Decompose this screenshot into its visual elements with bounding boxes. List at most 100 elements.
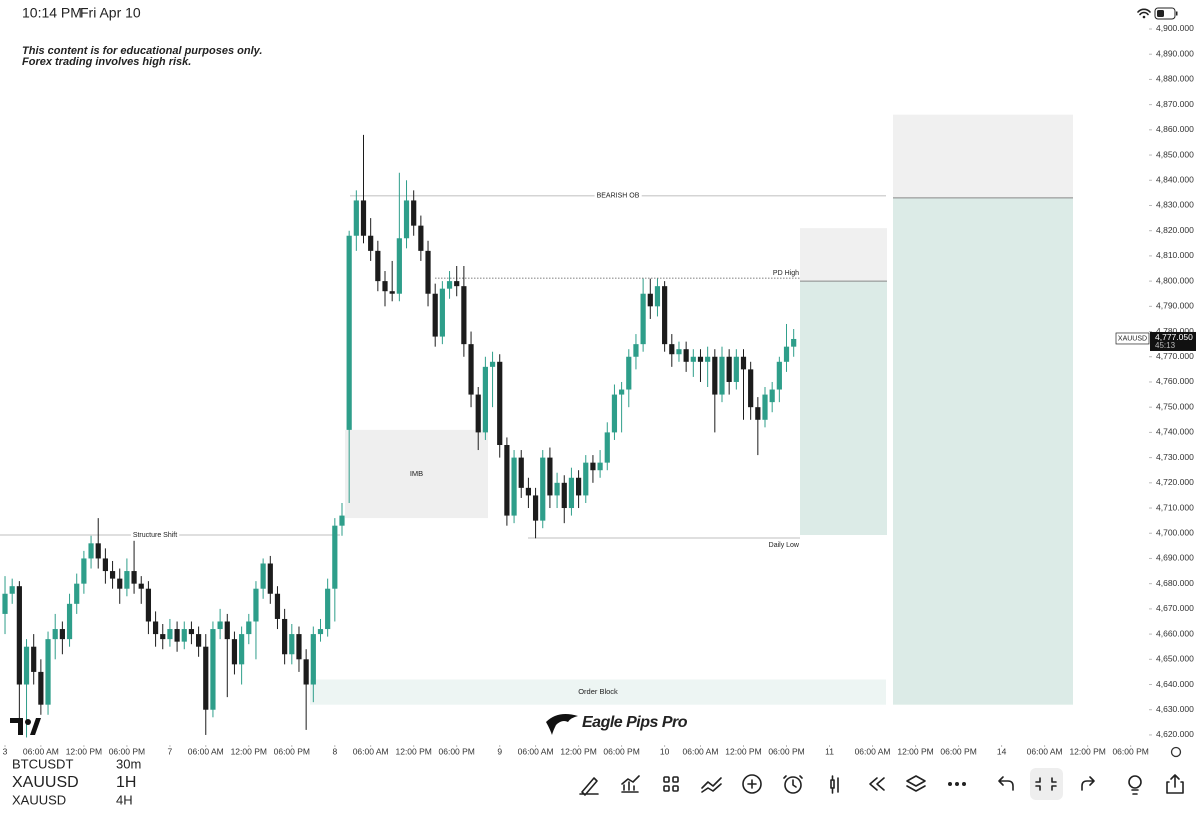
x-tick-label: 11 — [825, 746, 834, 756]
y-tick-label: 4,780.000 — [1156, 326, 1194, 336]
y-tick-label: 4,790.000 — [1156, 301, 1194, 311]
candle-body — [662, 286, 668, 345]
layers-button[interactable] — [906, 775, 926, 792]
candle-body — [95, 543, 101, 559]
next-symbol[interactable]: XAUUSD — [12, 792, 66, 807]
fullscreen-exit-button[interactable] — [1030, 768, 1063, 800]
y-tick-label: 4,820.000 — [1156, 225, 1194, 235]
redo-button[interactable] — [1081, 776, 1095, 791]
candle-body — [389, 291, 395, 294]
candle-body — [626, 356, 632, 390]
candle-body — [196, 634, 202, 647]
alert-button[interactable] — [783, 775, 803, 794]
level-label: PD High — [773, 270, 799, 277]
zone — [345, 429, 488, 519]
candle-body — [619, 389, 625, 395]
candle-body — [475, 394, 481, 433]
x-tick-label: 10 — [660, 746, 670, 756]
candle-body — [654, 286, 661, 307]
x-tick-label: 06:00 AM — [518, 746, 554, 756]
x-tick-label: 06:00 AM — [683, 746, 719, 756]
tradingview-logo — [10, 718, 41, 735]
y-tick-label: 4,680.000 — [1156, 578, 1194, 588]
current-interval[interactable]: 1H — [116, 774, 136, 791]
x-tick-label: 06:00 AM — [855, 746, 891, 756]
candle-body — [16, 586, 22, 685]
candle-body — [554, 482, 560, 496]
candle-body — [52, 629, 58, 640]
x-tick-label: 06:00 AM — [353, 746, 389, 756]
candle-body — [748, 369, 754, 408]
y-tick-label: 4,720.000 — [1156, 477, 1194, 487]
prev-symbol[interactable]: BTCUSDT — [12, 756, 73, 771]
y-tick-label: 4,770.000 — [1156, 351, 1194, 361]
candle-body — [174, 629, 180, 642]
candle-body — [239, 634, 245, 665]
candle-body — [504, 444, 510, 516]
candle-body — [396, 238, 402, 294]
candle-body — [31, 646, 37, 672]
battery-icon — [1154, 7, 1178, 20]
countdown-label: 45:13 — [1155, 341, 1176, 350]
y-tick-label: 4,860.000 — [1156, 124, 1194, 134]
candle-body — [382, 281, 388, 292]
x-tick-label: 06:00 PM — [109, 746, 145, 756]
chart-type-button[interactable] — [830, 775, 839, 794]
symbol-tag-label: XAUUSD — [1118, 335, 1147, 342]
candle-body — [446, 281, 453, 289]
target-zone — [800, 281, 887, 536]
disclaimer: This content is for educational purposes… — [22, 45, 262, 57]
y-tick-label: 4,810.000 — [1156, 250, 1194, 260]
candle-body — [81, 558, 87, 584]
candle-body — [260, 563, 266, 589]
replay-button[interactable] — [869, 777, 885, 791]
indicators-button[interactable] — [621, 775, 640, 793]
stop-zone — [800, 228, 887, 282]
candle-body — [726, 356, 732, 382]
candle-body — [575, 477, 582, 496]
add-button[interactable] — [742, 774, 762, 794]
candle-body — [325, 588, 331, 630]
eagle-icon — [546, 714, 578, 735]
candle-body — [583, 462, 589, 496]
y-tick-label: 4,890.000 — [1156, 48, 1194, 58]
level-label-bg — [594, 192, 642, 200]
candle-body — [676, 349, 682, 355]
candle-body — [432, 293, 438, 337]
prev-interval[interactable]: 30m — [116, 756, 141, 771]
next-interval[interactable]: 4H — [116, 792, 133, 807]
candle-body — [604, 432, 610, 463]
candle-body — [525, 487, 532, 496]
more-button[interactable] — [948, 782, 966, 786]
current-symbol[interactable]: XAUUSD — [12, 774, 79, 791]
candle-body — [160, 634, 166, 640]
share-button[interactable] — [1166, 774, 1184, 794]
y-tick-label: 4,850.000 — [1156, 149, 1194, 159]
candle-body — [131, 571, 137, 584]
candle-body — [791, 338, 797, 347]
y-tick-label: 4,710.000 — [1156, 502, 1194, 512]
undo-button[interactable] — [998, 776, 1014, 791]
candle-body — [332, 525, 338, 589]
y-tick-label: 4,750.000 — [1156, 401, 1194, 411]
candle-body — [705, 356, 711, 362]
x-tick-label: 06:00 PM — [768, 746, 804, 756]
candle-body — [152, 621, 159, 635]
candle-body — [733, 356, 739, 382]
zone-label: Order Block — [578, 687, 618, 696]
compare-button[interactable] — [701, 777, 722, 793]
chart: IMB Order Block BEARISH OB PD High Structure… — [0, 23, 1196, 758]
target-zone — [893, 197, 1073, 705]
candle-body — [181, 629, 187, 642]
candle-body — [246, 621, 252, 635]
candle-body — [375, 250, 381, 282]
settings-icon[interactable] — [1170, 746, 1182, 758]
layout-button[interactable] — [663, 776, 679, 792]
x-tick-label: 12:00 PM — [231, 746, 267, 756]
fullscreen-exit-icon — [1035, 777, 1057, 791]
y-tick-label: 4,870.000 — [1156, 99, 1194, 109]
draw-tool[interactable] — [579, 777, 599, 796]
candle-body — [317, 629, 324, 635]
x-tick-label: 3 — [3, 746, 8, 756]
ideas-button[interactable] — [1128, 775, 1142, 795]
